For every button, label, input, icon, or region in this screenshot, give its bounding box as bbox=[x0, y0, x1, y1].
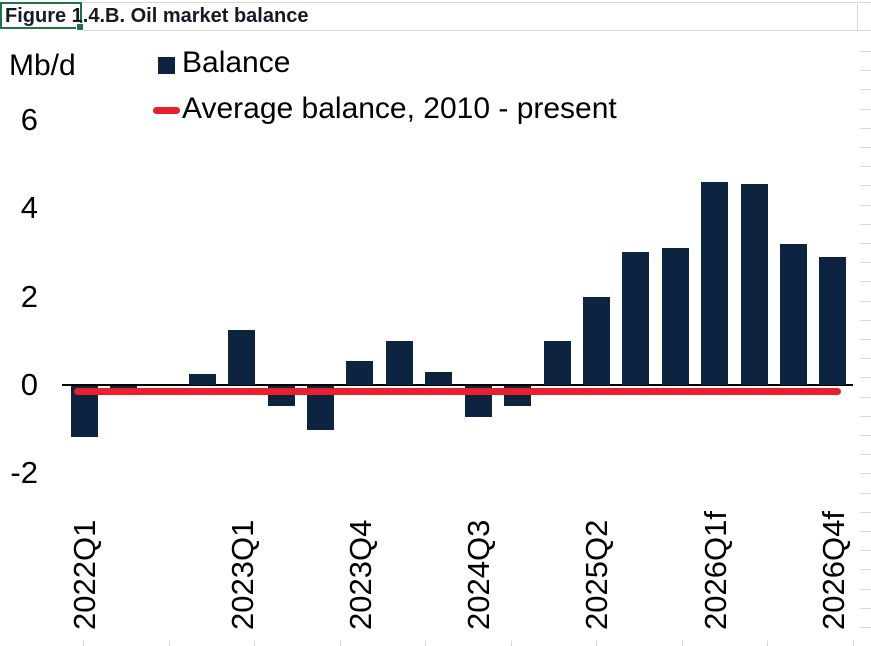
balance-bar bbox=[780, 243, 808, 385]
gridline-column-stub bbox=[682, 641, 683, 646]
y-axis-unit-label: Mb/d bbox=[9, 49, 76, 82]
gridline-row-separator bbox=[860, 377, 871, 378]
balance-bar bbox=[622, 252, 650, 385]
balance-bar bbox=[740, 183, 768, 385]
gridline-row-top bbox=[0, 2, 871, 3]
x-axis-tick-label: 2023Q4 bbox=[342, 519, 378, 630]
gridline-column-stub bbox=[83, 641, 84, 646]
balance-bar bbox=[228, 329, 256, 385]
gridline-row-separator bbox=[860, 301, 871, 302]
legend-line-swatch-icon bbox=[153, 107, 180, 114]
gridline-column-stub bbox=[169, 641, 170, 646]
gridline-row-separator bbox=[860, 51, 871, 52]
gridline-row-separator bbox=[860, 435, 871, 436]
y-axis-tick-label: 4 bbox=[20, 190, 38, 226]
x-axis-tick-label: 2026Q4f bbox=[815, 511, 851, 630]
legend-label: Balance bbox=[182, 46, 291, 79]
y-axis-tick-label: 0 bbox=[20, 367, 38, 402]
gridline-row-separator bbox=[860, 608, 871, 609]
chart-canvas[interactable]: Mb/d Balance Average balance, 2010 - pre… bbox=[0, 31, 857, 641]
legend-square-swatch-icon bbox=[158, 57, 175, 74]
gridline-row-separator bbox=[860, 473, 871, 474]
x-axis-zero-line bbox=[62, 384, 853, 386]
gridline-column-stub bbox=[853, 641, 854, 646]
gridline-row-separator bbox=[860, 70, 871, 71]
gridline-row-separator bbox=[860, 243, 871, 244]
balance-bar bbox=[661, 247, 689, 385]
gridline-row-separator bbox=[860, 109, 871, 110]
gridline-row-separator bbox=[860, 397, 871, 398]
x-axis-tick-label: 2026Q1f bbox=[697, 511, 733, 630]
balance-bar bbox=[543, 340, 571, 385]
balance-bar bbox=[582, 296, 610, 385]
gridline-column-right bbox=[857, 2, 858, 30]
gridline-row-separator bbox=[860, 224, 871, 225]
balance-bar bbox=[425, 371, 453, 385]
gridline-column-stub bbox=[254, 641, 255, 646]
x-axis-tick-label: 2023Q1 bbox=[224, 519, 260, 630]
gridline-row-separator bbox=[860, 166, 871, 167]
y-axis-tick-label: -2 bbox=[10, 455, 38, 491]
balance-bar bbox=[819, 256, 847, 385]
gridline-row-separator bbox=[860, 512, 871, 513]
balance-bar bbox=[188, 373, 216, 385]
x-axis-tick-label: 2025Q2 bbox=[579, 519, 615, 630]
gridline-row-separator bbox=[860, 531, 871, 532]
gridline-row-separator bbox=[860, 339, 871, 340]
x-axis-tick-label: 2022Q1 bbox=[67, 519, 102, 630]
average-balance-line bbox=[74, 388, 841, 396]
gridline-column-stub bbox=[767, 641, 768, 646]
gridline-row-separator bbox=[860, 454, 871, 455]
gridline-row-separator bbox=[860, 416, 871, 417]
legend-label: Average balance, 2010 - present bbox=[182, 92, 617, 125]
gridline-row-separator bbox=[860, 550, 871, 551]
gridline-row-separator bbox=[860, 589, 871, 590]
figure-title[interactable]: Figure 1.4.B. Oil market balance bbox=[5, 5, 309, 27]
gridline-row-separator bbox=[860, 569, 871, 570]
y-axis-tick-label: 2 bbox=[20, 278, 38, 314]
gridline-column-stub bbox=[511, 641, 512, 646]
balance-bar bbox=[701, 181, 729, 385]
gridline-row-separator bbox=[860, 358, 871, 359]
gridline-column-stub bbox=[596, 641, 597, 646]
gridline-row-separator bbox=[860, 627, 871, 628]
balance-bar bbox=[346, 360, 374, 385]
gridline-row-separator bbox=[860, 147, 871, 148]
gridline-row-separator bbox=[860, 185, 871, 186]
gridline-row-separator bbox=[860, 493, 871, 494]
gridline-row-separator bbox=[860, 128, 871, 129]
y-axis-tick-label: 6 bbox=[20, 101, 38, 137]
gridline-row-separator bbox=[860, 262, 871, 263]
x-axis-tick-label: 2024Q3 bbox=[461, 519, 497, 630]
gridline-row-separator bbox=[860, 89, 871, 90]
gridline-column-stub bbox=[340, 641, 341, 646]
selected-cell-border[interactable] bbox=[0, 2, 84, 31]
gridline-row-title-bottom bbox=[84, 30, 871, 31]
gridline-row-separator bbox=[860, 320, 871, 321]
selection-fill-handle-icon[interactable] bbox=[76, 23, 84, 31]
balance-bar bbox=[385, 340, 413, 385]
gridline-row-separator bbox=[860, 205, 871, 206]
gridline-column-stub bbox=[425, 641, 426, 646]
gridline-row-separator bbox=[860, 281, 871, 282]
